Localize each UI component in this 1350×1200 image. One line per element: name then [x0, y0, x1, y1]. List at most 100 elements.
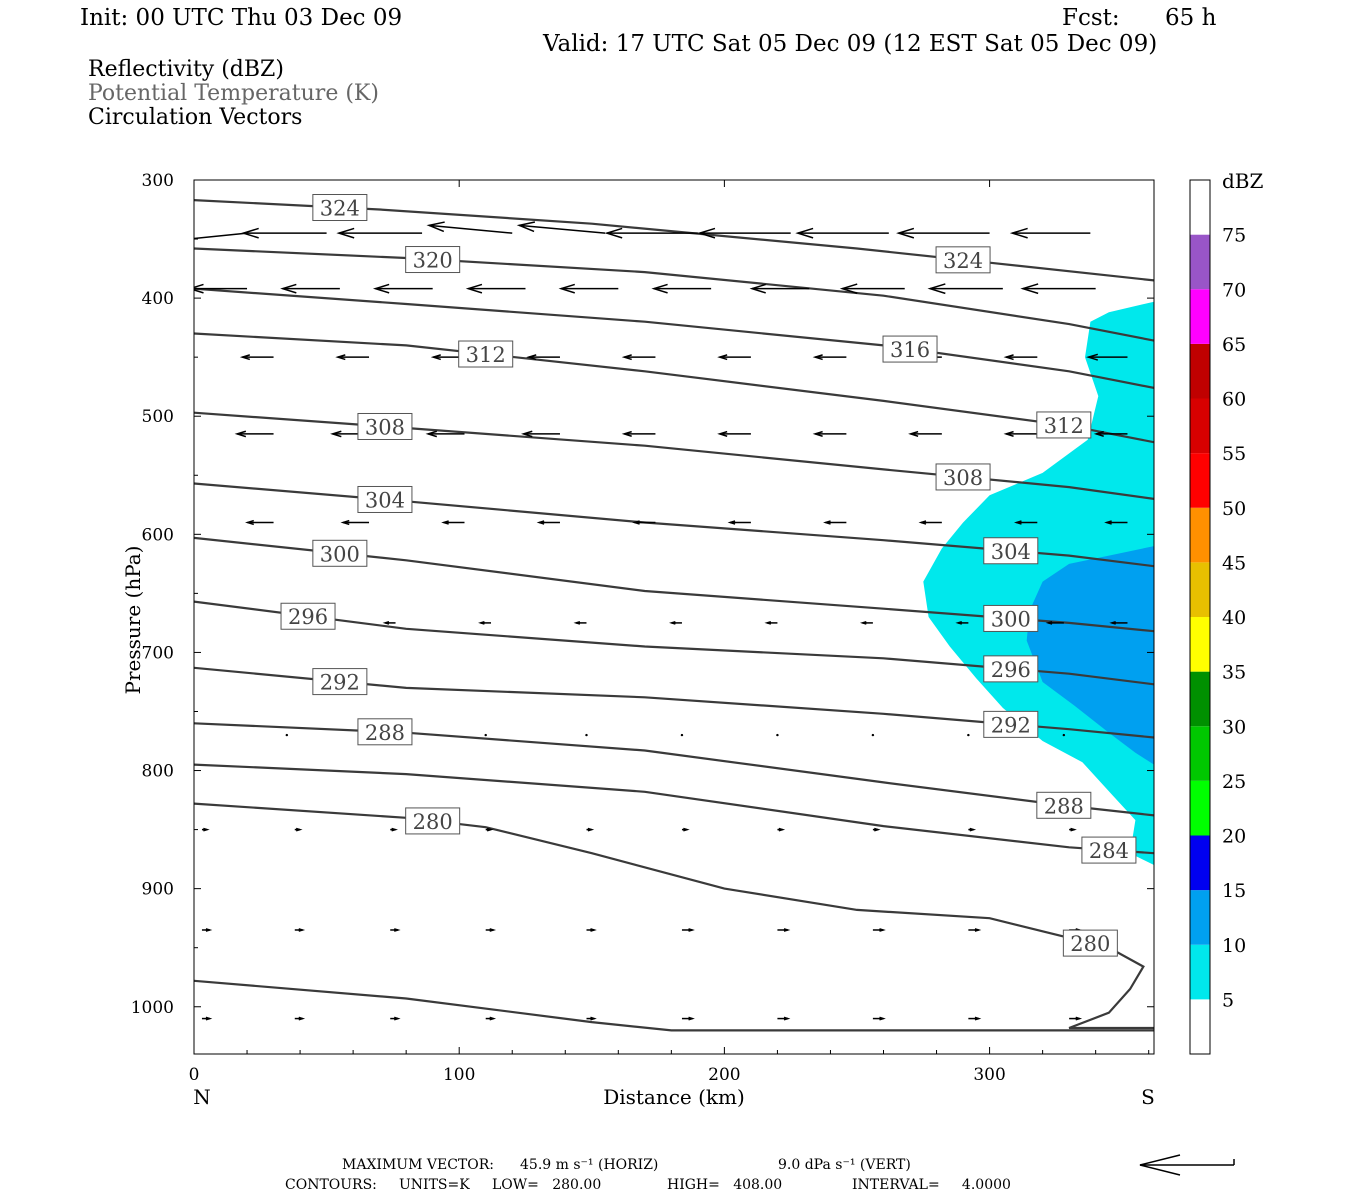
colorbar-cell	[1190, 617, 1210, 672]
svg-text:324: 324	[943, 249, 983, 273]
y-tick-label: 600	[142, 525, 174, 545]
circulation-vector	[294, 827, 303, 832]
colorbar-level-label: 35	[1222, 662, 1246, 684]
circulation-vector	[390, 827, 398, 832]
contour-label-280: 280	[1062, 929, 1118, 957]
circulation-vector	[717, 354, 751, 361]
circulation-vector	[918, 520, 942, 525]
axes-layer: 300 400 500 600 700 800 900 1000 0 100 200 300	[131, 171, 1154, 1085]
circulation-vector	[485, 827, 494, 832]
circulation-vector	[749, 283, 810, 294]
x-tick-label: 200	[708, 1065, 740, 1085]
circulation-vector	[823, 520, 847, 525]
contour-label-308: 308	[357, 412, 413, 440]
circulation-vector	[245, 519, 274, 526]
circulation-vector	[908, 430, 942, 437]
circulation-vector	[968, 827, 977, 832]
valid-time: Valid: 17 UTC Sat 05 Dec 09 (12 EST Sat …	[543, 31, 1158, 57]
circulation-vector	[1093, 430, 1128, 437]
contour-label-304: 304	[357, 485, 413, 513]
theta-contour-280	[194, 979, 1154, 1032]
colorbar-cell	[1190, 180, 1210, 235]
circulation-vector	[390, 928, 401, 932]
circulation-vector	[681, 1016, 695, 1021]
contour-label-312: 312	[458, 340, 514, 368]
svg-text:312: 312	[466, 343, 506, 367]
theta-contour-292	[194, 666, 1154, 739]
circulation-vector	[526, 354, 560, 361]
x-tick-label: 0	[189, 1065, 200, 1085]
theta-contour-300	[194, 536, 1154, 633]
circulation-vector	[968, 928, 982, 932]
circulation-vector	[669, 621, 682, 625]
circulation-vector	[194, 283, 248, 294]
max-vector-reference-arrow	[1139, 1154, 1235, 1176]
colorbar-cell	[1190, 999, 1210, 1054]
svg-text:304: 304	[365, 488, 405, 512]
circulation-vector	[521, 430, 560, 438]
svg-text:288: 288	[1044, 794, 1084, 818]
svg-text:312: 312	[1044, 414, 1084, 438]
svg-text:300: 300	[991, 607, 1031, 631]
north-label: N	[193, 1085, 211, 1109]
circulation-vector	[1045, 621, 1064, 625]
circulation-vector	[727, 520, 751, 525]
max-vector-vertical: 9.0 dPa s⁻¹ (VERT)	[778, 1157, 911, 1173]
colorbar-cell	[1190, 398, 1210, 454]
circulation-vector	[465, 283, 526, 294]
circulation-vector	[1003, 354, 1038, 361]
circulation-vector	[859, 621, 873, 625]
circulation-vector	[536, 520, 560, 525]
circulation-vector	[681, 928, 695, 932]
max-vector-horizontal: 45.9 m s⁻¹ (HORIZ)	[520, 1157, 659, 1173]
x-tick-label: 100	[443, 1065, 475, 1085]
circulation-vector	[372, 283, 433, 294]
circulation-vector	[968, 1016, 982, 1021]
contour-label-284: 284	[1081, 836, 1137, 864]
circulation-vector	[294, 1016, 306, 1021]
contour-label-324: 324	[312, 194, 368, 222]
svg-text:292: 292	[320, 671, 360, 695]
y-tick-label: 300	[142, 171, 174, 191]
colorbar-unit: dBZ	[1222, 169, 1264, 193]
colorbar-level-label: 55	[1222, 443, 1246, 465]
circulation-vector	[280, 283, 340, 294]
reflectivity-area-10dbz	[1026, 546, 1154, 765]
y-tick-label: 900	[142, 880, 174, 900]
contour-label-300: 300	[312, 539, 368, 567]
forecast-hour: 65 h	[1165, 5, 1217, 31]
contour-label-280: 280	[405, 807, 461, 835]
circulation-vector	[441, 520, 465, 525]
x-axis-label: Distance (km)	[603, 1085, 745, 1109]
colorbar-cell	[1190, 780, 1210, 836]
circulation-vector	[485, 1016, 497, 1021]
circulation-vector	[839, 283, 905, 294]
circulation-vector	[872, 827, 881, 832]
circulation-vector	[234, 430, 274, 438]
forecast-label: Fcst:	[1062, 5, 1120, 31]
circulation-vector	[194, 232, 248, 240]
circulation-vector	[872, 1016, 886, 1021]
contour-label-288: 288	[357, 718, 413, 746]
circulation-vector	[872, 928, 886, 932]
south-label: S	[1141, 1085, 1155, 1109]
colorbar-cell	[1190, 890, 1210, 945]
circulation-vector	[896, 227, 990, 239]
circulation-vector	[632, 520, 656, 525]
circulation-vector	[285, 733, 289, 737]
contours-low: LOW= 280.00	[492, 1177, 602, 1193]
circulation-vector	[1062, 733, 1066, 737]
circulation-vector	[697, 227, 791, 239]
circulation-vector	[335, 354, 370, 361]
svg-text:324: 324	[320, 197, 360, 221]
colorbar-cell	[1190, 289, 1210, 344]
colorbar-level-label: 5	[1222, 989, 1234, 1011]
circulation-vector	[239, 354, 274, 361]
colorbar-level-label: 25	[1222, 771, 1246, 793]
colorbar-level-label: 40	[1222, 607, 1246, 629]
colorbar-level-label: 45	[1222, 552, 1246, 574]
circulation-vector	[967, 733, 970, 737]
contours-units: UNITS=K	[399, 1177, 470, 1193]
circulation-vector	[621, 354, 656, 361]
y-tick-label: 400	[142, 289, 174, 309]
